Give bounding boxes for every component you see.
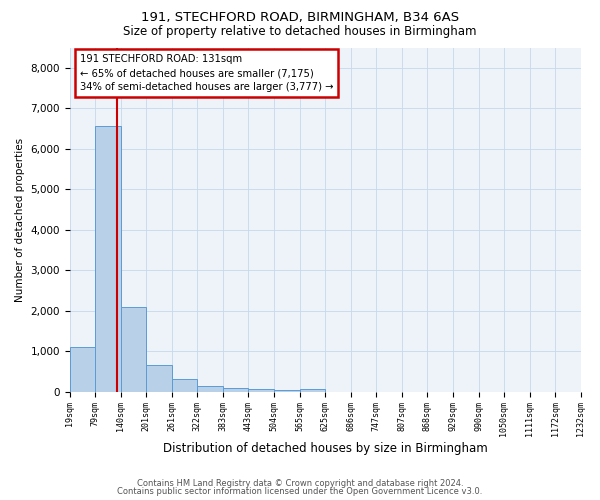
X-axis label: Distribution of detached houses by size in Birmingham: Distribution of detached houses by size …: [163, 442, 488, 455]
Bar: [121, 306, 146, 392]
Bar: [248, 390, 274, 392]
Text: 191 STECHFORD ROAD: 131sqm
← 65% of detached houses are smaller (7,175)
34% of s: 191 STECHFORD ROAD: 131sqm ← 65% of deta…: [80, 54, 334, 92]
Text: Contains HM Land Registry data © Crown copyright and database right 2024.: Contains HM Land Registry data © Crown c…: [137, 478, 463, 488]
Text: Size of property relative to detached houses in Birmingham: Size of property relative to detached ho…: [123, 25, 477, 38]
Bar: [95, 126, 121, 392]
Bar: [299, 390, 325, 392]
Text: 191, STECHFORD ROAD, BIRMINGHAM, B34 6AS: 191, STECHFORD ROAD, BIRMINGHAM, B34 6AS: [141, 11, 459, 24]
Bar: [146, 366, 172, 392]
Bar: [223, 388, 248, 392]
Y-axis label: Number of detached properties: Number of detached properties: [15, 138, 25, 302]
Bar: [70, 347, 95, 392]
Bar: [197, 386, 223, 392]
Bar: [274, 390, 299, 392]
Bar: [172, 379, 197, 392]
Text: Contains public sector information licensed under the Open Government Licence v3: Contains public sector information licen…: [118, 487, 482, 496]
